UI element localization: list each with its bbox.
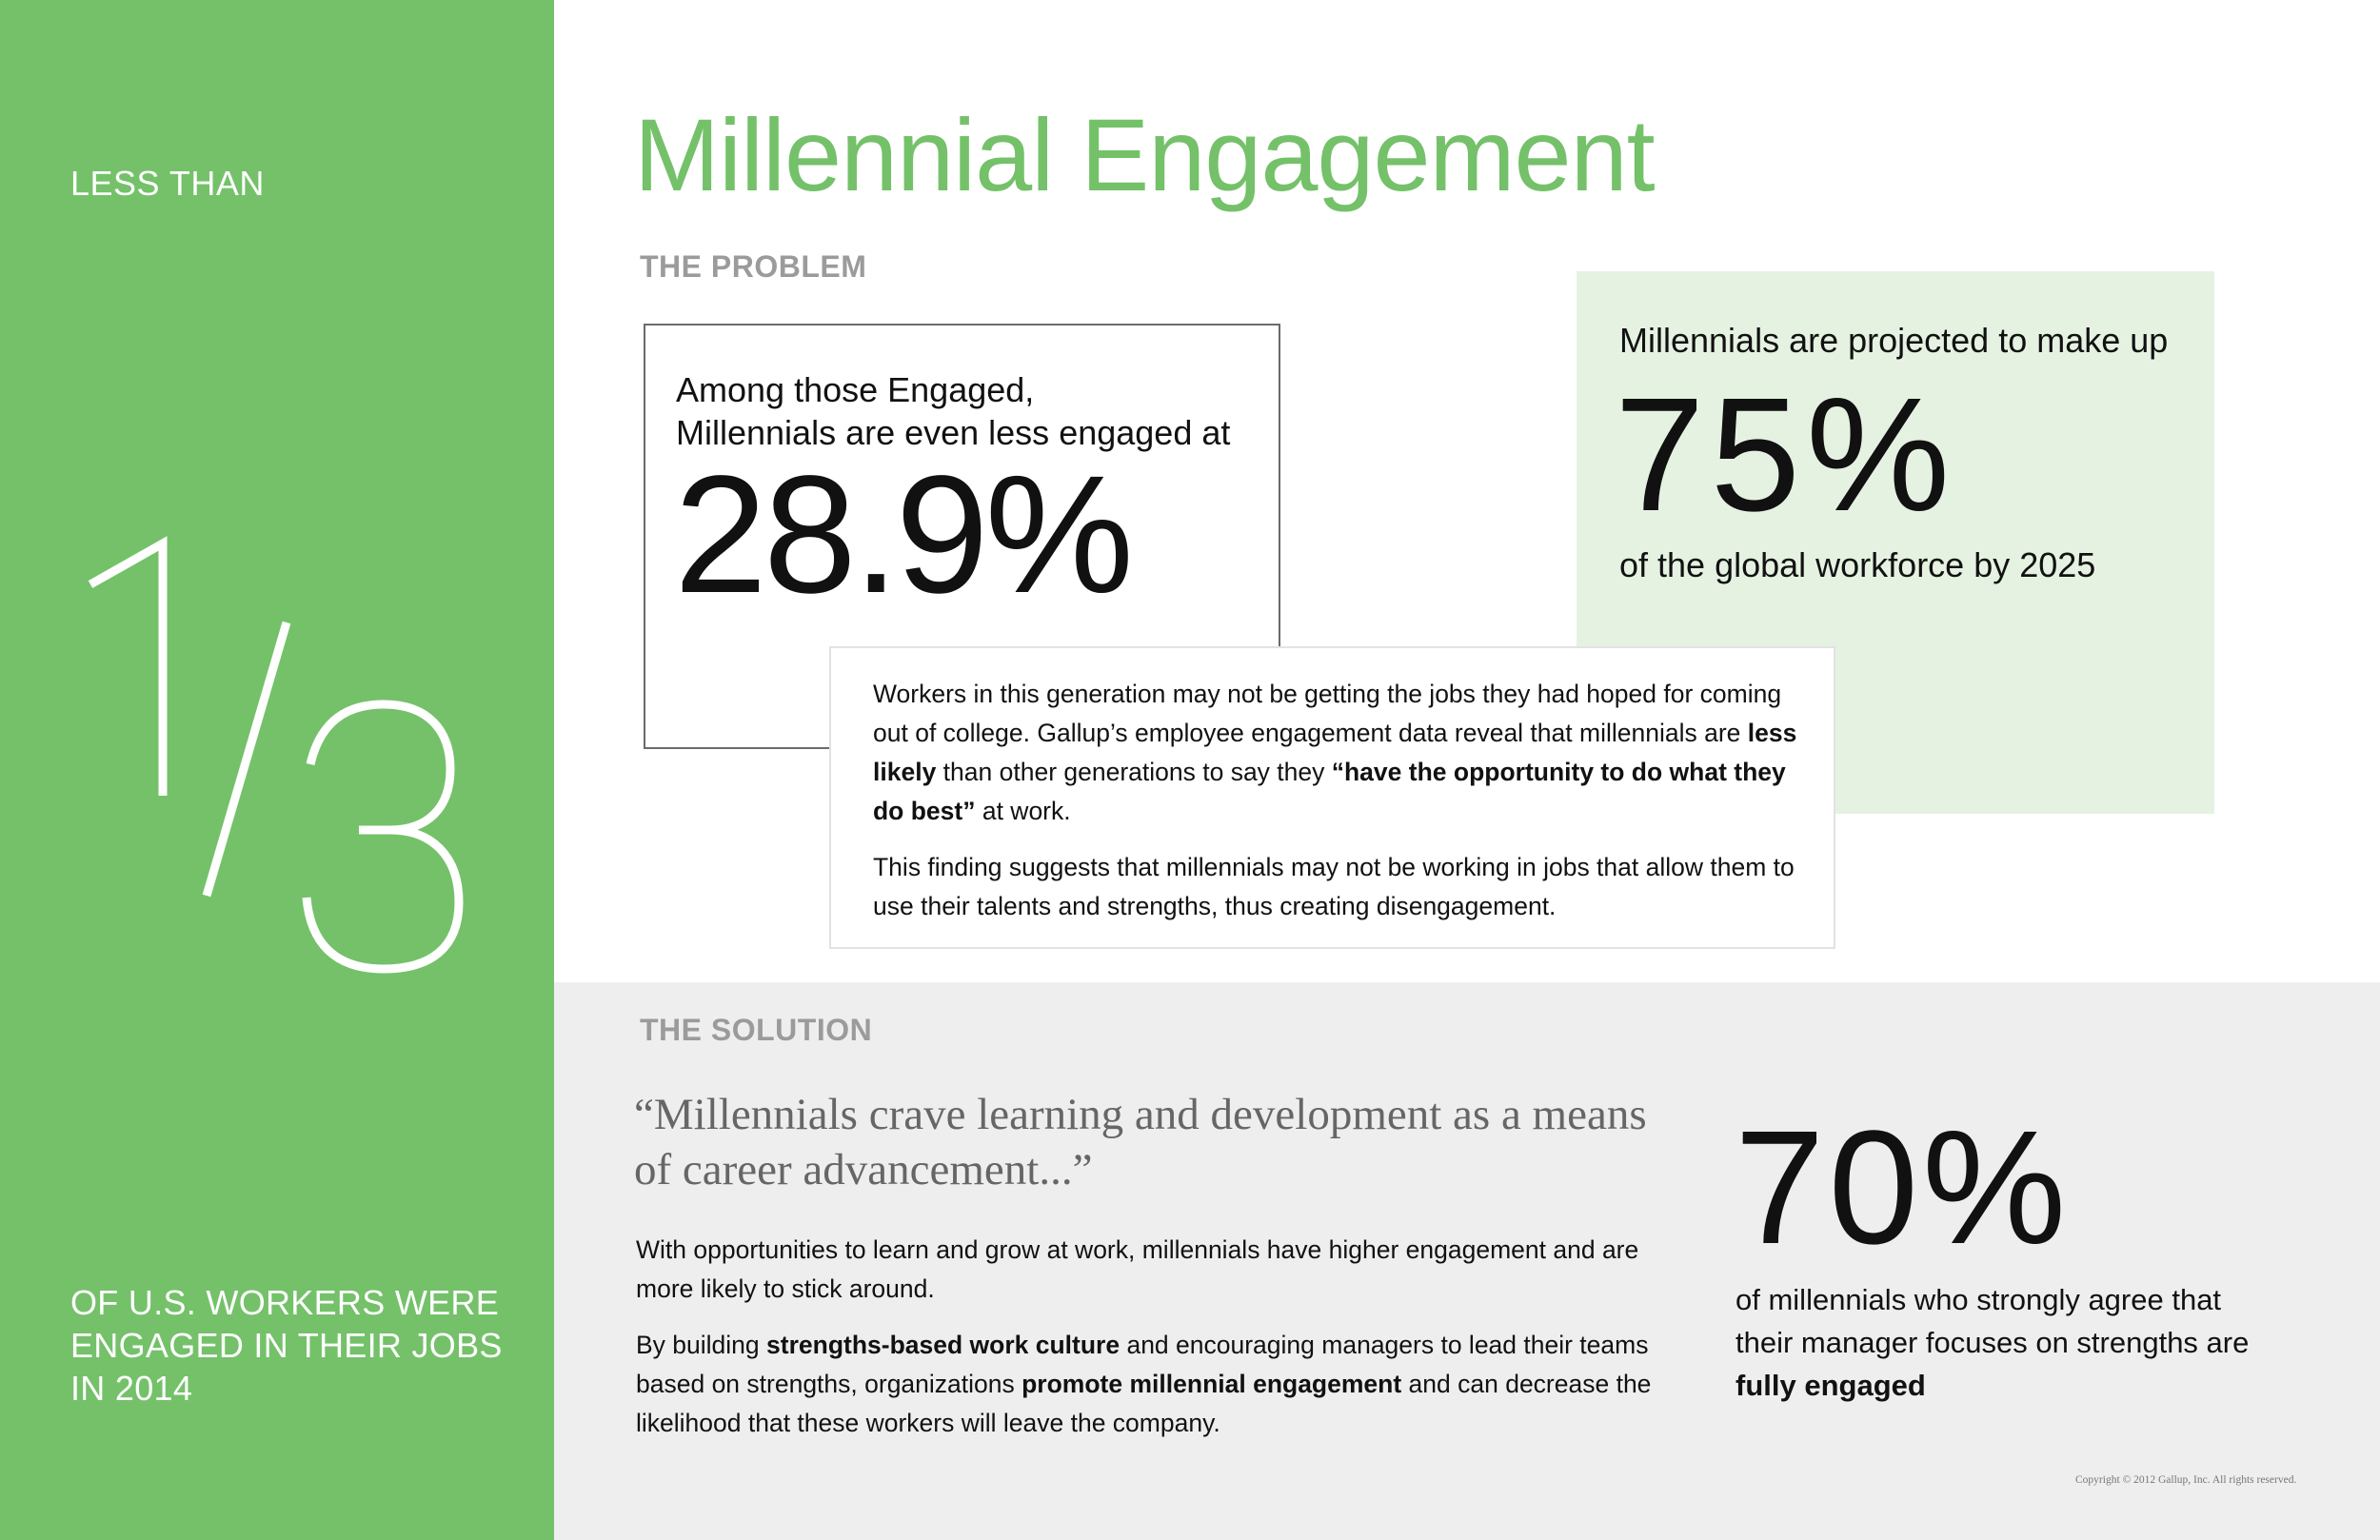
engaged-stat-value: 28.9% <box>674 442 1134 628</box>
engaged-stat-lead: Among those Engaged, Millennials are eve… <box>676 368 1230 454</box>
problem-section-label: THE PROBLEM <box>640 249 867 284</box>
engaged-lead-line1: Among those Engaged, <box>676 370 1035 409</box>
sidebar-caption: OF U.S. WORKERS WERE ENGAGED IN THEIR JO… <box>70 1283 503 1408</box>
sidebar-stat-panel: LESS THAN OF U.S. WORKERS WERE ENGAGED I… <box>0 0 554 1540</box>
text-run: of millennials who strongly agree that t… <box>1735 1283 2250 1359</box>
solution-section-background <box>554 982 2380 1540</box>
workforce-stat-lead: Millennials are projected to make up <box>1619 321 2169 360</box>
workforce-stat-value: 75% <box>1615 365 1956 545</box>
text-run: at work. <box>975 797 1071 825</box>
copyright-notice: Copyright © 2012 Gallup, Inc. All rights… <box>2075 1474 2297 1486</box>
workforce-stat-tail: of the global workforce by 2025 <box>1619 545 2096 584</box>
strengths-stat-value: 70% <box>1735 1097 2071 1278</box>
explanation-paragraph-1: Workers in this generation may not be ge… <box>873 675 1809 831</box>
engaged-stat-card: Among those Engaged, Millennials are eve… <box>644 324 1280 749</box>
emphasis-strengths-culture: strengths-based work culture <box>766 1331 1121 1359</box>
one-third-fraction-graphic <box>88 536 464 974</box>
solution-body: With opportunities to learn and grow at … <box>636 1231 1693 1460</box>
emphasis-less-likely: less likely <box>873 719 1797 786</box>
problem-explanation-card: Workers in this generation may not be ge… <box>829 646 1835 949</box>
text-run: By building <box>636 1331 767 1359</box>
page-title: Millennial Engagement <box>634 97 1656 212</box>
text-run: and encouraging managers to lead their t… <box>636 1331 1649 1398</box>
solution-quote: “Millennials crave learning and developm… <box>634 1090 1647 1194</box>
explanation-paragraph-2: This finding suggests that millennials m… <box>873 853 1795 920</box>
workforce-stat-card: Millennials are projected to make up 75%… <box>1577 271 2214 814</box>
strengths-stat-caption: of millennials who strongly agree that t… <box>1735 1278 2269 1407</box>
sidebar-prefix: LESS THAN <box>70 164 265 203</box>
engaged-lead-line2: Millennials are even less engaged at <box>676 413 1231 452</box>
text-run: Workers in this generation may not be ge… <box>873 680 1782 747</box>
text-run: than other generations to say they <box>936 758 1332 786</box>
emphasis-quote: “have the opportunity to do what they do… <box>873 758 1786 825</box>
solution-section-label: THE SOLUTION <box>640 1013 873 1047</box>
text-run: and can decrease the likelihood that the… <box>636 1370 1652 1437</box>
emphasis-fully-engaged: fully engaged <box>1735 1369 1926 1402</box>
solution-paragraph-2: By building strengths-based work culture… <box>636 1326 1693 1443</box>
emphasis-promote-engagement: promote millennial engagement <box>1021 1370 1402 1398</box>
solution-paragraph-1: With opportunities to learn and grow at … <box>636 1235 1639 1303</box>
